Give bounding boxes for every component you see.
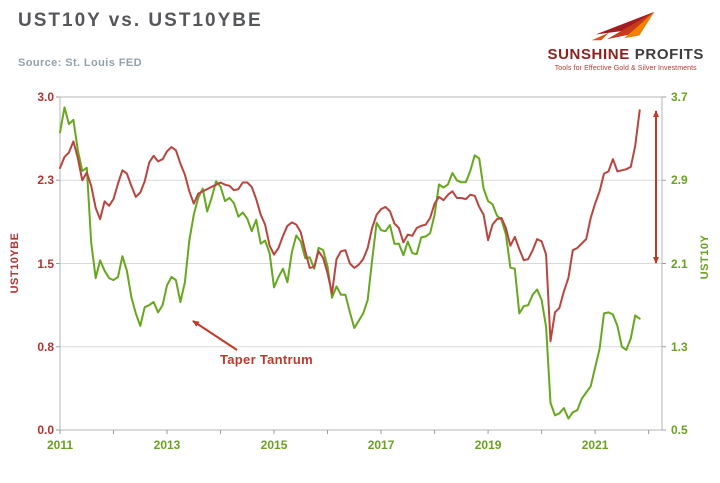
plot-border — [59, 96, 663, 431]
brand-secondary: PROFITS — [634, 46, 704, 63]
ust10ybe-line — [59, 109, 641, 343]
taper-tantrum-arrow — [192, 320, 238, 351]
x-tick-2013: 2013 — [153, 438, 181, 452]
y-left-tick-1.5: 1.5 — [37, 256, 54, 271]
x-tick-2017: 2017 — [367, 438, 395, 452]
y-right-tick-3.7: 3.7 — [671, 90, 688, 104]
y-right-tick-2.1: 2.1 — [671, 256, 688, 271]
ust10y-line — [59, 106, 641, 420]
y-right-tick-1.3: 1.3 — [671, 339, 688, 354]
y-right-tick-0.5: 0.5 — [671, 423, 688, 437]
y-left-tick-3.0: 3.0 — [37, 90, 54, 104]
y-right-tick-2.9: 2.9 — [671, 173, 688, 188]
brand-name: SUNSHINE PROFITS — [547, 46, 704, 63]
paper-plane-icon — [591, 11, 655, 41]
x-tick-2011: 2011 — [46, 438, 74, 452]
brand-primary: SUNSHINE — [547, 46, 630, 63]
y-left-tick-0.8: 0.8 — [37, 339, 54, 354]
y-left-tick-0.0: 0.0 — [37, 423, 54, 437]
right-axis-title: UST10Y — [699, 234, 711, 280]
sunshine-profits-logo: SUNSHINE PROFITS Tools for Effective Gold… — [547, 6, 704, 72]
x-tick-2015: 2015 — [260, 438, 288, 452]
page-title: UST10Y vs. UST10YBE — [18, 10, 263, 31]
y-left-tick-2.3: 2.3 — [37, 173, 54, 188]
x-tick-2019: 2019 — [474, 438, 502, 452]
taper-tantrum-label: Taper Tantrum — [220, 352, 313, 367]
brand-tagline: Tools for Effective Gold & Silver Invest… — [554, 65, 697, 72]
source-label: Source: St. Louis FED — [18, 57, 142, 69]
x-tick-2021: 2021 — [581, 438, 609, 452]
